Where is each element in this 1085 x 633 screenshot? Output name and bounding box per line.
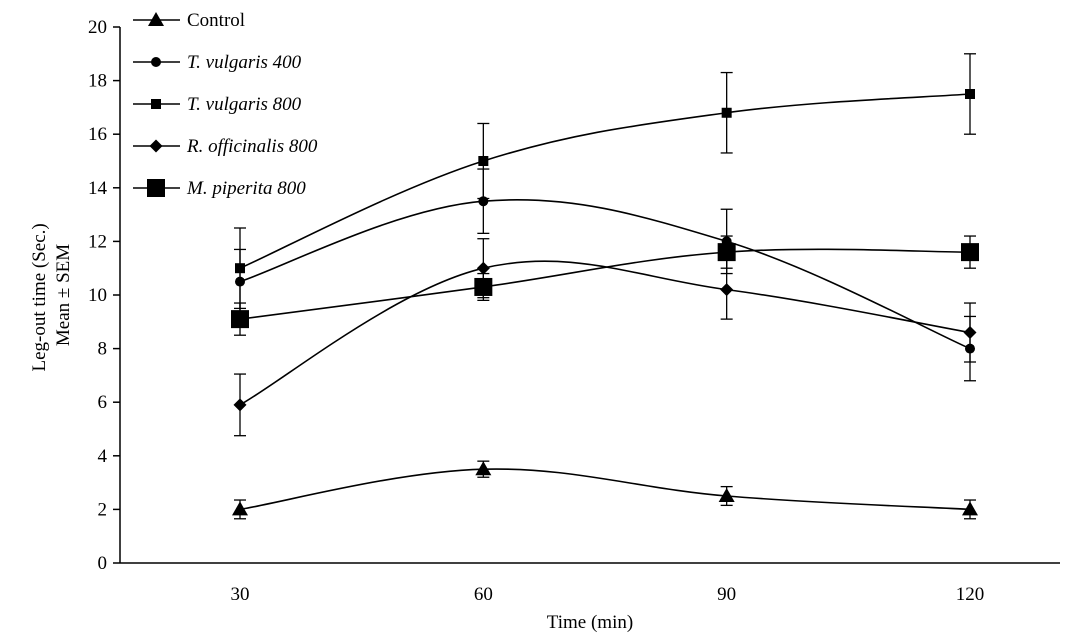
series-line — [239, 93, 971, 269]
large-square-marker-shape — [474, 277, 493, 296]
x-ticks: 30 60 90 120 — [231, 584, 985, 605]
data-point — [721, 107, 732, 118]
diamond-marker-shape — [149, 139, 163, 153]
x-tick-label: 120 — [956, 584, 985, 605]
series-t-vulgaris-800 — [234, 53, 976, 310]
series-line — [239, 260, 971, 406]
y-tick-label: 0 — [98, 553, 108, 574]
large-square-marker-shape — [231, 310, 249, 329]
y-tick-label: 20 — [88, 17, 107, 38]
diamond-marker-shape — [233, 398, 247, 412]
circle-marker-shape — [151, 57, 161, 67]
x-tick-label: 90 — [717, 584, 736, 605]
series-layer — [231, 53, 979, 520]
data-point — [231, 310, 249, 329]
diamond-marker-shape — [720, 283, 734, 297]
data-point — [474, 277, 493, 296]
series-line — [239, 468, 971, 511]
legend-item: T. vulgaris 400 — [133, 52, 302, 73]
y-tick-label: 16 — [88, 124, 107, 145]
legend-label: Control — [187, 10, 245, 31]
square-marker-shape — [721, 107, 732, 118]
legend-marker — [148, 12, 164, 26]
square-marker-shape — [235, 263, 245, 274]
legend-label: M. piperita 800 — [186, 178, 306, 199]
data-point — [232, 501, 248, 516]
y-tick-label: 4 — [98, 446, 108, 467]
series-control — [232, 460, 978, 520]
series-line — [239, 198, 971, 350]
legend-label: T. vulgaris 800 — [187, 94, 302, 115]
large-square-marker-shape — [147, 179, 165, 197]
data-point — [717, 243, 736, 262]
series-r-officinalis-800 — [233, 238, 977, 437]
legend-label: T. vulgaris 400 — [187, 52, 302, 73]
series-line — [239, 248, 971, 320]
y-tick-label: 14 — [88, 178, 108, 199]
legend-item: M. piperita 800 — [133, 178, 306, 199]
data-point — [962, 501, 978, 516]
data-point — [476, 261, 490, 275]
data-point — [718, 488, 735, 502]
triangle-marker-shape — [475, 461, 492, 476]
data-point — [965, 89, 975, 99]
y-tick-label: 2 — [98, 499, 108, 520]
y-ticks: 0 2 4 6 8 10 12 14 16 18 20 — [88, 17, 120, 574]
data-point — [963, 326, 977, 340]
diamond-marker-shape — [963, 326, 977, 340]
data-point — [720, 283, 734, 297]
series-t-vulgaris-400 — [234, 168, 976, 382]
triangle-marker-shape — [148, 12, 164, 26]
legend: Control T. vulgaris 400 T. vulgaris 800 R. … — [133, 10, 318, 199]
y-axis-label: Leg-out time (Sec.) Mean ± SEM — [29, 218, 74, 371]
y-tick-label: 12 — [88, 231, 107, 252]
data-point — [475, 461, 492, 476]
series-m-piperita-800 — [231, 235, 979, 336]
x-tick-label: 30 — [231, 584, 250, 605]
triangle-marker-shape — [718, 488, 735, 502]
legend-label: R. officinalis 800 — [186, 136, 318, 157]
legend-item: Control — [133, 10, 245, 31]
triangle-marker-shape — [962, 501, 978, 516]
legend-marker — [151, 99, 161, 109]
data-point — [961, 243, 979, 262]
triangle-marker-shape — [232, 501, 248, 516]
legend-marker — [149, 139, 163, 153]
y-tick-label: 8 — [98, 339, 108, 360]
legend-marker — [147, 179, 165, 197]
y-tick-label: 18 — [88, 71, 107, 92]
y-axis-label-line-2: Mean ± SEM — [53, 244, 74, 346]
x-axis-label: Time (min) — [547, 612, 633, 633]
legend-marker — [151, 57, 161, 67]
large-square-marker-shape — [961, 243, 979, 262]
data-point — [235, 263, 245, 274]
legend-item: T. vulgaris 800 — [133, 94, 302, 115]
square-marker-shape — [478, 156, 489, 166]
y-tick-label: 10 — [88, 285, 107, 306]
diamond-marker-shape — [476, 261, 490, 275]
data-point — [478, 156, 489, 166]
y-tick-label: 6 — [98, 392, 108, 413]
large-square-marker-shape — [717, 243, 736, 262]
square-marker-shape — [151, 99, 161, 109]
x-tick-label: 60 — [474, 584, 493, 605]
square-marker-shape — [965, 89, 975, 99]
data-point — [233, 398, 247, 412]
legend-item: R. officinalis 800 — [133, 136, 318, 157]
y-axis-label-line-1: Leg-out time (Sec.) — [29, 223, 50, 371]
